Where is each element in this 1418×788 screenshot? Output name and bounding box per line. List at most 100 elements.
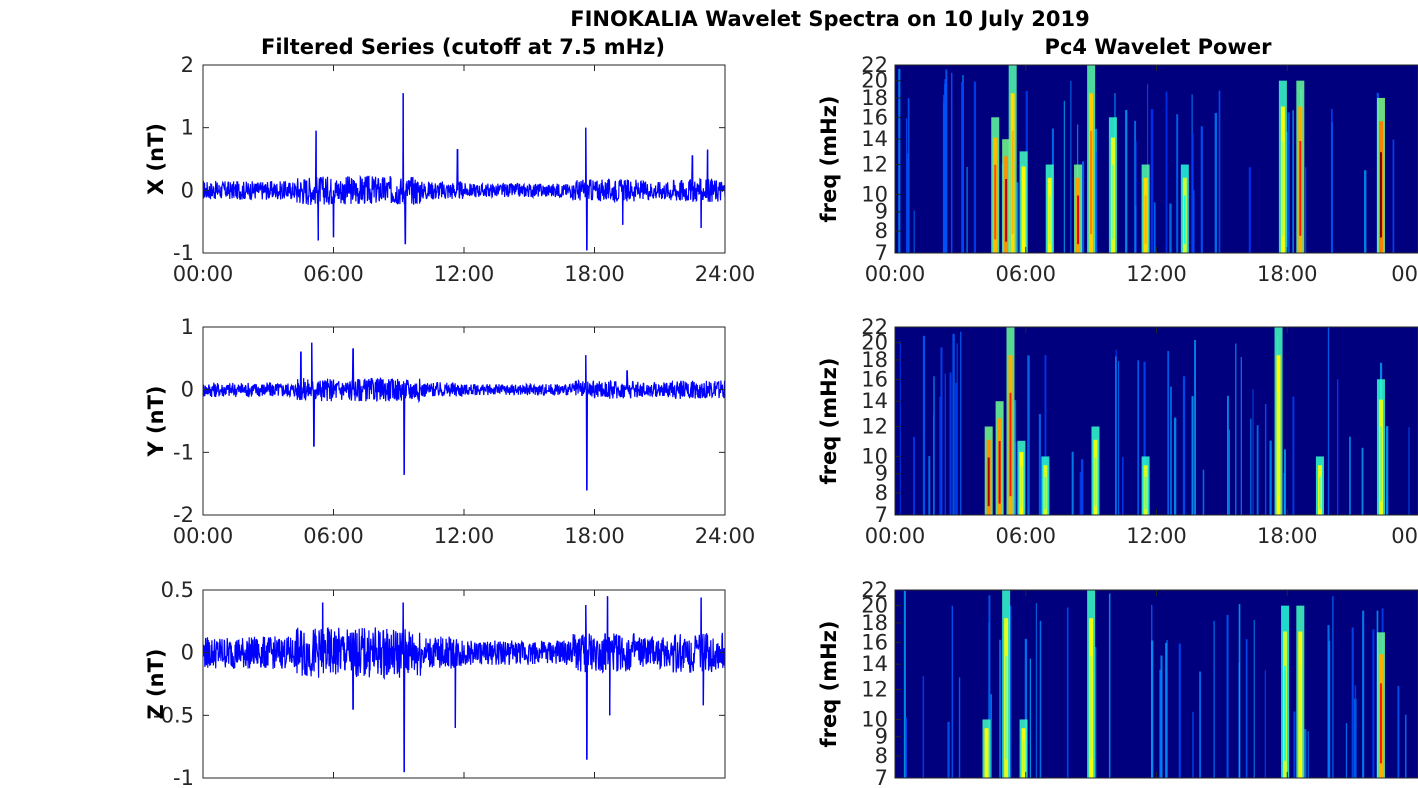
axes-frame — [202, 589, 726, 779]
power-streak-z-power-2 — [1022, 739, 1025, 773]
x-tick-label: 00 — [1391, 524, 1418, 548]
power-streak-z-power-5 — [1299, 665, 1302, 761]
y-tick-label: 7 — [875, 241, 888, 265]
power-streak-z-power-3 — [1090, 655, 1093, 760]
power-streak-y-power-2 — [1009, 392, 1012, 497]
x-tick-label: 18:00 — [1257, 524, 1318, 548]
power-background — [895, 590, 1418, 778]
power-streak-x-power-5 — [1077, 195, 1080, 245]
right-column-title: Pc4 Wavelet Power — [1045, 35, 1273, 59]
x-tick-label: 00:00 — [865, 262, 926, 286]
power-streak-x-power-10 — [1281, 140, 1284, 236]
y-tick-label: 22 — [861, 315, 888, 339]
y-tick-label: 22 — [861, 53, 888, 77]
y-tick-label: 16 — [861, 367, 888, 391]
power-streak-z-power-1 — [1005, 655, 1008, 760]
y-tick-label: 10 — [861, 707, 888, 731]
y-tick-label: 16 — [861, 630, 888, 654]
left-column-title: Filtered Series (cutoff at 7.5 mHz) — [261, 35, 665, 59]
y-tick-label: 0 — [181, 178, 194, 202]
power-background — [895, 65, 1418, 253]
y-tick-label: 0 — [181, 641, 194, 665]
x-tick-label: 24:00 — [695, 524, 756, 548]
y-tick-label: 18 — [861, 611, 888, 635]
y-tick-label: 14 — [861, 652, 888, 676]
y-tick-label: -1 — [173, 440, 194, 464]
power-streak-z-power-6 — [1379, 683, 1382, 764]
x-tick-label: 00:00 — [173, 262, 234, 286]
x-tick-label: 12:00 — [1126, 262, 1187, 286]
x-tick-label: 18:00 — [564, 262, 625, 286]
y-tick-label: -2 — [173, 503, 194, 527]
y-axis-label: X (nT) — [144, 123, 168, 195]
y-axis-label: freq (mHz) — [817, 621, 841, 748]
y-tick-label: 2 — [181, 53, 194, 77]
power-streak-x-power-3 — [1022, 186, 1025, 243]
power-streak-z-power-4 — [1284, 665, 1287, 761]
power-streak-x-power-9 — [1183, 195, 1186, 245]
power-streak-x-power-11 — [1299, 140, 1302, 236]
x-tick-label: 18:00 — [1257, 262, 1318, 286]
x-tick-label: 00:00 — [865, 524, 926, 548]
y-tick-label: 9 — [875, 200, 888, 224]
power-streak-y-power-9 — [1379, 426, 1382, 502]
power-streak-x-power-8 — [1144, 195, 1147, 245]
y-tick-label: -1 — [173, 241, 194, 265]
y-tick-label: 18 — [861, 86, 888, 110]
y-tick-label: 14 — [861, 389, 888, 413]
power-streak-y-power-3 — [1020, 466, 1023, 508]
y-tick-label: 9 — [875, 462, 888, 486]
y-tick-label: 16 — [861, 105, 888, 129]
x-tick-label: 24:00 — [695, 262, 756, 286]
figure-title: FINOKALIA Wavelet Spectra on 10 July 201… — [570, 7, 1090, 31]
axes-frame — [202, 326, 726, 516]
x-tick-label: 06:00 — [995, 524, 1056, 548]
y-tick-label: 0 — [181, 378, 194, 402]
power-streak-x-power-12 — [1379, 152, 1382, 238]
y-tick-label: 22 — [861, 578, 888, 602]
y-tick-label: 12 — [861, 153, 888, 177]
y-tick-label: 8 — [875, 481, 888, 505]
y-tick-label: 20 — [861, 69, 888, 93]
series-line-x — [202, 93, 726, 251]
power-streak-y-power-0 — [987, 457, 990, 507]
power-streak-x-power-6 — [1090, 130, 1093, 235]
series-panel-z: -1 -0.5 0 0.5 Z (nT) — [144, 578, 726, 788]
x-tick-label: 12:00 — [1126, 524, 1187, 548]
series-panel-x: -1 0 1 2 00:00 06:00 12:00 18:00 24:00 X (nT) — [144, 53, 755, 286]
power-streak-y-power-5 — [1094, 457, 1097, 507]
x-tick-label: 00:00 — [173, 524, 234, 548]
y-tick-label: 10 — [861, 444, 888, 468]
y-tick-label: 7 — [875, 766, 888, 788]
power-streak-y-power-8 — [1318, 476, 1321, 510]
y-axis-label: freq (mHz) — [817, 358, 841, 485]
y-tick-label: 18 — [861, 348, 888, 372]
x-tick-label: 06:00 — [303, 524, 364, 548]
power-streak-y-power-4 — [1044, 476, 1047, 510]
y-tick-label: 20 — [861, 331, 888, 355]
y-tick-label: 12 — [861, 678, 888, 702]
y-tick-label: 14 — [861, 127, 888, 151]
x-tick-label: 06:00 — [303, 262, 364, 286]
series-panel-y: -2 -1 0 1 00:00 06:00 12:00 18:00 24:00 Y (nT) — [144, 315, 755, 548]
y-tick-label: 10 — [861, 182, 888, 206]
power-streak-x-power-0 — [994, 164, 997, 240]
power-streak-y-power-1 — [998, 441, 1001, 504]
power-streak-z-power-0 — [985, 739, 988, 773]
y-axis-label: Z (nT) — [144, 648, 168, 719]
x-tick-label: 06:00 — [995, 262, 1056, 286]
power-streak-x-power-7 — [1111, 164, 1114, 240]
y-tick-label: 8 — [875, 744, 888, 768]
y-tick-label: 8 — [875, 219, 888, 243]
series-line-y — [202, 342, 726, 491]
power-streak-y-power-6 — [1144, 476, 1147, 510]
y-tick-label: 1 — [181, 315, 194, 339]
power-streak-x-power-1 — [1005, 179, 1008, 242]
y-tick-label: 7 — [875, 503, 888, 527]
power-streak-x-power-2 — [1011, 130, 1014, 235]
